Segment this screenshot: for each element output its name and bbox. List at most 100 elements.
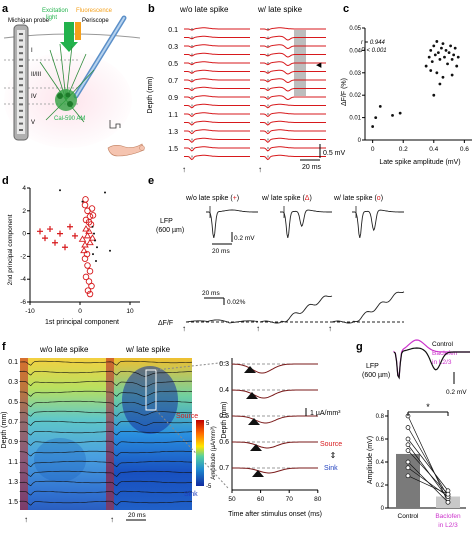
paired-point [405,425,411,430]
zoom-legend-arrow-icon: ⇕ [330,451,337,460]
control-trace [393,347,470,380]
zoom-depth-label: 0.3 [219,361,229,368]
zoom-scale-label: 1 µA/mm³ [310,410,341,417]
panel-e: e w/o late spike (+) w/ late spike (Δ) w/ … [148,175,405,333]
panel-e-lfp-depth: (600 µm) [156,227,184,234]
y-tick-label: -6 [20,299,26,306]
zoom-traces [231,363,318,477]
scatter-point [455,64,459,68]
pca-point-dot [93,232,95,235]
y-tick-label: 0.4 [376,460,385,466]
panel-f-ylabel: Depth (mm) [1,412,8,449]
lfp-trace [260,137,326,143]
pca-point-plus [47,226,53,233]
lfp-trace [184,95,250,100]
x-tick-label: 0.4 [429,146,438,153]
pca-point-dot [81,200,84,203]
panel-b-depth-ticks: 0.1 0.3 0.5 0.7 0.9 1.1 1.3 1.5 [168,27,178,153]
depth-tick-label: 1.1 [168,112,178,119]
pca-point-circle [82,196,89,203]
probe-site [19,122,23,125]
lfp-trace [184,154,250,161]
zoom-csd-trace [232,415,318,424]
scatter-point [446,62,449,66]
zoom-connector [155,361,229,371]
pca-point-circle [83,250,91,258]
panel-e-dff-traces: ↑ ↑ ↑ [182,291,405,333]
paired-point [405,473,411,479]
csd-trace [19,500,106,506]
panel-g-xlabel-baclofen-1: Baclofen [435,513,461,520]
scatter-point [429,49,433,52]
panel-c-ylabel: ΔF/F (%) [341,78,348,106]
probe-site [19,39,23,42]
panel-g-bars [396,413,460,508]
panel-e-vscale-label: 0.2 mV [234,235,255,242]
lfp-trace [184,120,250,126]
paired-line [407,450,449,495]
panel-c-points [371,40,460,128]
zoom-depth-label: 0.5 [219,413,229,420]
probe-site [19,58,23,61]
probe-site [19,33,23,35]
pca-point-plus [52,239,58,246]
panel-e-tscale-label: 20 ms [212,248,230,255]
csd-trace [19,430,107,436]
csd-trace [19,410,106,417]
depth-tick-label: 0.9 [168,95,178,102]
scatter-point [447,51,451,55]
pca-point-dot [96,246,98,249]
csd-trace [105,450,193,457]
zoom-connector [155,409,229,489]
sink-onset-marker [252,470,264,477]
x-tick-label: 60 [257,496,265,503]
colorbar-sink: Sink [184,491,198,498]
layer-label: V [31,120,35,126]
csd-trace [105,480,193,487]
x-tick-label: 0 [78,308,82,315]
panel-f-depth-ticks: 0.1 0.3 0.5 0.7 0.9 1.1 1.3 1.5 [8,359,18,506]
stimulus-arrow-icon: ↑ [110,515,114,524]
panel-d-points [37,189,111,298]
y-tick-label: 0 [381,506,385,512]
csd-trace [19,490,107,496]
panel-c-ticks: 0 0.2 0.4 0.6 0 0.01 0.02 0.03 0.04 0.05 [349,26,469,153]
pca-point-dot [109,249,111,252]
stimulus-arrow-icon: ↑ [182,324,186,333]
panel-f-title-right: w/ late spike [125,345,171,354]
stimulus-arrow-icon: ↑ [256,324,260,333]
depth-tick-label: 1.1 [8,459,18,466]
y-tick-label: 4 [22,185,26,192]
depth-tick-label: 0.9 [8,439,18,446]
paired-point [405,448,411,453]
scatter-point [441,75,445,79]
scatter-point [429,69,433,72]
panel-g-xlabel-baclofen-2: in L2/3 [438,522,458,529]
lfp-trace [260,69,326,75]
lfp-trace [184,112,250,117]
probe-site [19,129,23,131]
x-tick-label: 0.2 [399,146,408,153]
panel-label-d: d [2,175,9,187]
zoom-csd-trace [232,441,318,449]
paired-point [405,465,411,471]
pca-point-plus [57,230,63,237]
layer-label: IV [31,94,37,100]
scatter-point [424,64,428,68]
lfp-trace [260,35,326,41]
y-tick-label: -2 [20,253,26,260]
lfp-trace [260,112,326,117]
lfp-trace [184,78,250,83]
pca-point-triangle [83,232,92,239]
panel-b-traces-right [260,27,326,161]
y-tick-label: 0.01 [349,116,361,122]
csd-trace [19,420,107,426]
colorbar-source: Source [176,413,198,420]
panel-c-stat-p: P < 0.001 [361,48,387,54]
excitation-arrow [60,42,78,52]
panel-d-ylabel: 2nd principal component [7,214,14,285]
dff-trace [259,295,333,324]
panel-e-title: w/o late spike (+) [185,195,239,202]
csd-trace [105,490,193,496]
probe-site [19,90,23,93]
